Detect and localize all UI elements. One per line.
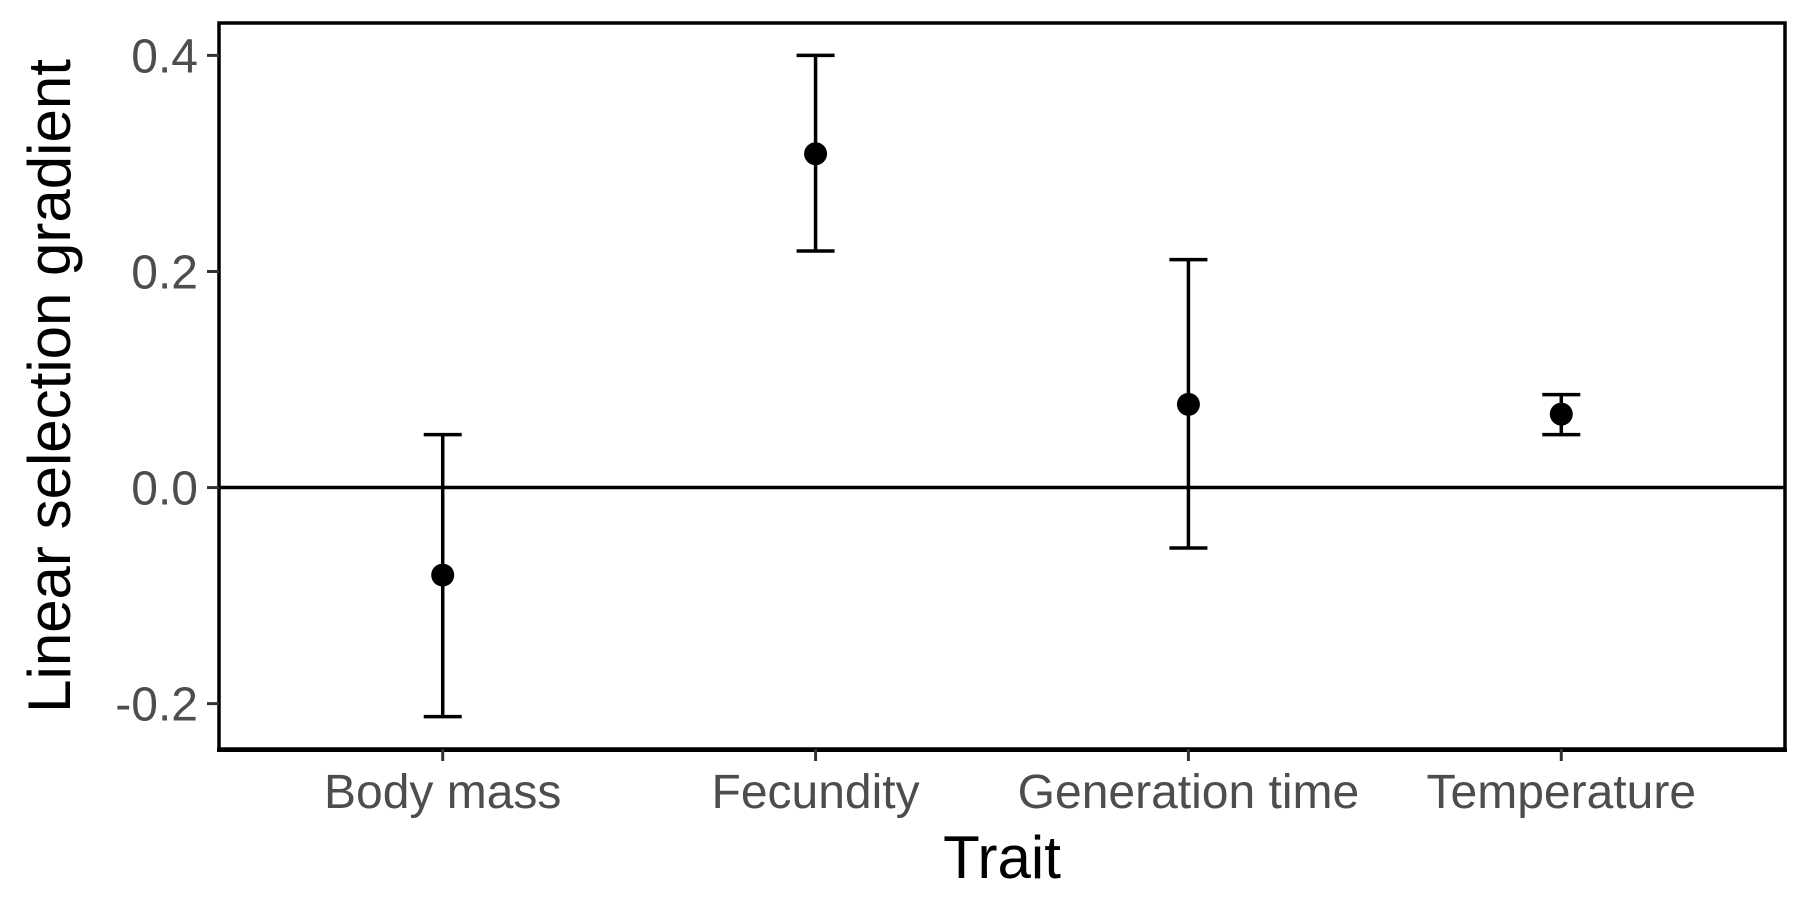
y-tick-label: 0.0	[131, 463, 198, 516]
y-tick-label: 0.2	[131, 246, 198, 299]
y-tick-label: -0.2	[115, 679, 198, 732]
x-tick-label: Fecundity	[712, 766, 920, 819]
axes: -0.2 0.0 0.2 0.4 Body mass Fecundity Generatio…	[115, 21, 1787, 819]
data-point	[804, 142, 828, 166]
data-point	[431, 563, 455, 587]
panel-border	[217, 21, 1787, 751]
y-axis-title: Linear selection gradient	[16, 59, 83, 713]
data-point	[1176, 392, 1200, 416]
data-point	[1549, 402, 1573, 426]
x-tick-label: Body mass	[324, 766, 561, 819]
x-axis-title: Trait	[943, 824, 1061, 891]
x-tick-label: Temperature	[1427, 766, 1696, 819]
x-tick-label: Generation time	[1018, 766, 1360, 819]
plot-area	[219, 53, 1785, 719]
y-tick-label: 0.4	[131, 30, 198, 83]
